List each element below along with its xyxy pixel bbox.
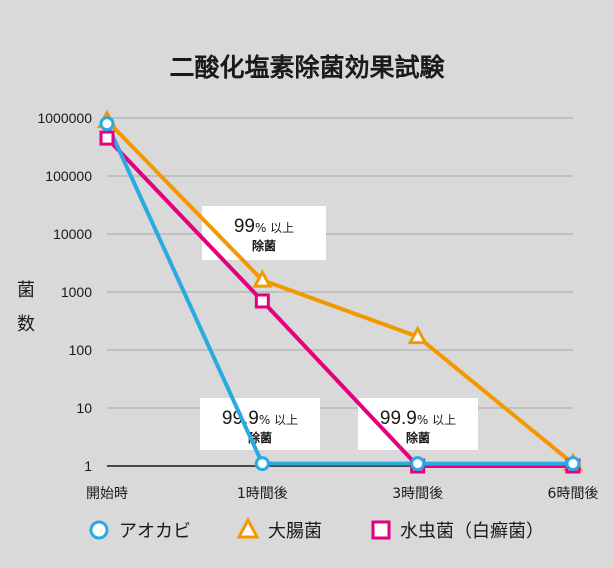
data-point-0 — [99, 116, 115, 132]
y-tick-label: 1000000 — [37, 110, 92, 126]
annotation-text: 99.9% 以上 — [380, 408, 456, 429]
annotation-box — [200, 398, 320, 450]
series-line-1 — [105, 119, 575, 466]
legend-label: 水虫菌（白癬菌） — [400, 521, 544, 542]
legend-label: アオカビ — [119, 521, 191, 542]
data-point-2 — [254, 293, 270, 309]
x-tick-label: 3時間後 — [392, 486, 443, 502]
y-tick-label: 1 — [84, 458, 92, 474]
data-point-0 — [565, 456, 581, 472]
annotation-unit: % 以上 — [417, 413, 456, 427]
y-tick-label: 100 — [69, 342, 93, 358]
legend-marker — [89, 520, 109, 540]
data-point-0 — [410, 456, 426, 472]
annotation-text: 99% 以上 — [234, 216, 294, 237]
y-axis-label: 数 — [17, 314, 35, 335]
legend-marker — [371, 520, 391, 540]
y-tick-label: 100000 — [45, 168, 92, 184]
annotation-percent: 99 — [234, 216, 255, 237]
y-tick-label: 10 — [76, 400, 92, 416]
data-point-1 — [252, 268, 273, 288]
x-tick-label: 1時間後 — [237, 486, 288, 502]
x-tick-label: 6時間後 — [548, 486, 599, 502]
x-tick-label: 開始時 — [86, 486, 128, 502]
legend-marker — [236, 516, 260, 539]
data-point-2 — [99, 130, 115, 146]
series-line-0 — [105, 122, 573, 466]
annotation-unit: % 以上 — [255, 221, 294, 235]
chart-title: 二酸化塩素除菌効果試験 — [169, 53, 445, 82]
data-point-1 — [407, 325, 428, 345]
y-axis-label: 菌 — [17, 280, 35, 301]
annotation-unit: % 以上 — [259, 413, 298, 427]
legend-label: 大腸菌 — [268, 521, 322, 542]
data-point-0 — [254, 456, 270, 472]
series-line-2 — [105, 136, 573, 468]
annotation-percent: 99.9 — [380, 408, 417, 429]
annotation-box — [202, 206, 326, 260]
y-tick-label: 1000 — [61, 284, 92, 300]
annotation-subtext: 除菌 — [252, 238, 276, 253]
y-tick-label: 10000 — [53, 226, 92, 242]
annotation-subtext: 除菌 — [406, 430, 430, 445]
